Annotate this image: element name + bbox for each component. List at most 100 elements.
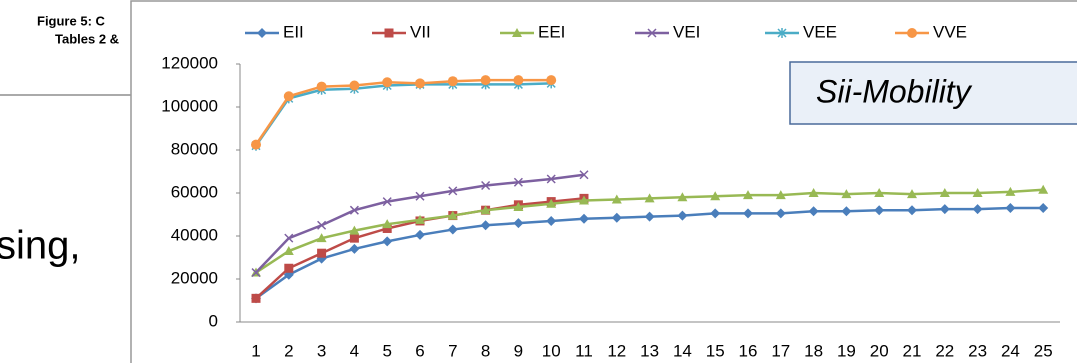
x-tick-label: 18: [804, 341, 823, 360]
marker: [317, 248, 327, 258]
marker: [546, 198, 557, 208]
marker: [841, 189, 852, 199]
legend-label: VVE: [933, 22, 967, 41]
marker: [513, 177, 523, 187]
legend-marker: [384, 28, 394, 38]
x-tick-label: 1: [251, 341, 260, 360]
x-tick-label: 4: [350, 341, 359, 360]
marker: [513, 201, 524, 211]
marker: [284, 233, 294, 243]
marker: [251, 293, 261, 303]
marker: [349, 225, 360, 235]
marker: [939, 204, 950, 215]
marker: [251, 268, 261, 278]
marker: [349, 205, 359, 215]
x-tick-label: 13: [640, 341, 659, 360]
marker: [382, 77, 393, 88]
marker: [579, 170, 589, 180]
marker: [448, 186, 458, 196]
marker: [415, 229, 425, 240]
marker: [480, 75, 491, 86]
marker: [513, 218, 524, 229]
marker: [513, 75, 524, 86]
marker: [316, 233, 327, 243]
marker: [710, 191, 721, 201]
marker: [841, 206, 852, 217]
marker: [808, 188, 819, 197]
x-tick-label: 7: [448, 341, 457, 360]
marker: [382, 236, 393, 247]
marker: [349, 233, 359, 243]
legend-label: EEI: [538, 22, 565, 41]
marker: [415, 78, 425, 89]
marker: [775, 190, 786, 200]
marker: [644, 193, 655, 203]
legend-label: VII: [410, 22, 431, 41]
marker: [382, 223, 392, 233]
legend-label: VEE: [803, 22, 837, 41]
marker: [611, 212, 622, 223]
marker: [677, 192, 688, 202]
marker: [1005, 186, 1016, 196]
x-tick-label: 14: [673, 341, 692, 360]
x-tick-label: 25: [1034, 341, 1053, 360]
y-tick-label: 0: [209, 311, 218, 330]
marker: [447, 76, 458, 87]
marker: [251, 139, 261, 150]
x-tick-label: 8: [481, 341, 490, 360]
marker: [1038, 184, 1049, 194]
caption: Figure 5: C: [37, 13, 106, 28]
marker: [874, 188, 885, 197]
marker: [317, 220, 327, 230]
marker: [382, 219, 393, 229]
marker: [546, 215, 557, 226]
y-tick-label: 80000: [171, 139, 218, 158]
y-tick-label: 20000: [171, 268, 218, 287]
marker: [972, 204, 983, 215]
x-tick-label: 6: [415, 341, 424, 360]
marker: [480, 220, 491, 231]
marker: [415, 214, 425, 224]
marker: [546, 174, 556, 184]
x-tick-label: 20: [870, 341, 889, 360]
marker: [382, 197, 392, 207]
x-tick-label: 10: [542, 341, 561, 360]
marker: [972, 188, 983, 197]
marker: [283, 91, 294, 102]
marker: [644, 211, 655, 222]
legend-marker: [777, 28, 787, 38]
marker: [743, 208, 753, 219]
marker: [743, 190, 753, 200]
marker: [1005, 203, 1016, 214]
legend-marker: [512, 28, 522, 37]
marker: [283, 246, 294, 256]
marker: [907, 189, 917, 199]
x-tick-label: 15: [706, 341, 725, 360]
legend-label: VEI: [673, 22, 700, 41]
marker: [907, 205, 917, 216]
y-tick-label: 60000: [171, 182, 218, 201]
x-tick-label: 11: [575, 341, 593, 360]
marker: [579, 195, 589, 205]
x-tick-label: 5: [382, 341, 391, 360]
marker: [579, 213, 589, 224]
marker: [415, 191, 425, 201]
annotation: Sii-Mobility: [816, 73, 973, 109]
marker: [349, 243, 360, 254]
marker: [284, 263, 294, 273]
y-tick-label: 120000: [161, 53, 218, 72]
legend-marker: [257, 28, 267, 38]
marker: [480, 205, 491, 215]
marker: [775, 208, 786, 219]
x-tick-label: 21: [903, 341, 922, 360]
marker: [447, 210, 458, 220]
marker: [447, 224, 458, 235]
marker: [1038, 203, 1049, 214]
y-tick-label: 100000: [161, 96, 218, 115]
chart-frame: [130, 0, 1077, 363]
x-tick-label: 16: [739, 341, 758, 360]
body-text: sing,: [0, 224, 81, 268]
marker: [481, 180, 491, 191]
